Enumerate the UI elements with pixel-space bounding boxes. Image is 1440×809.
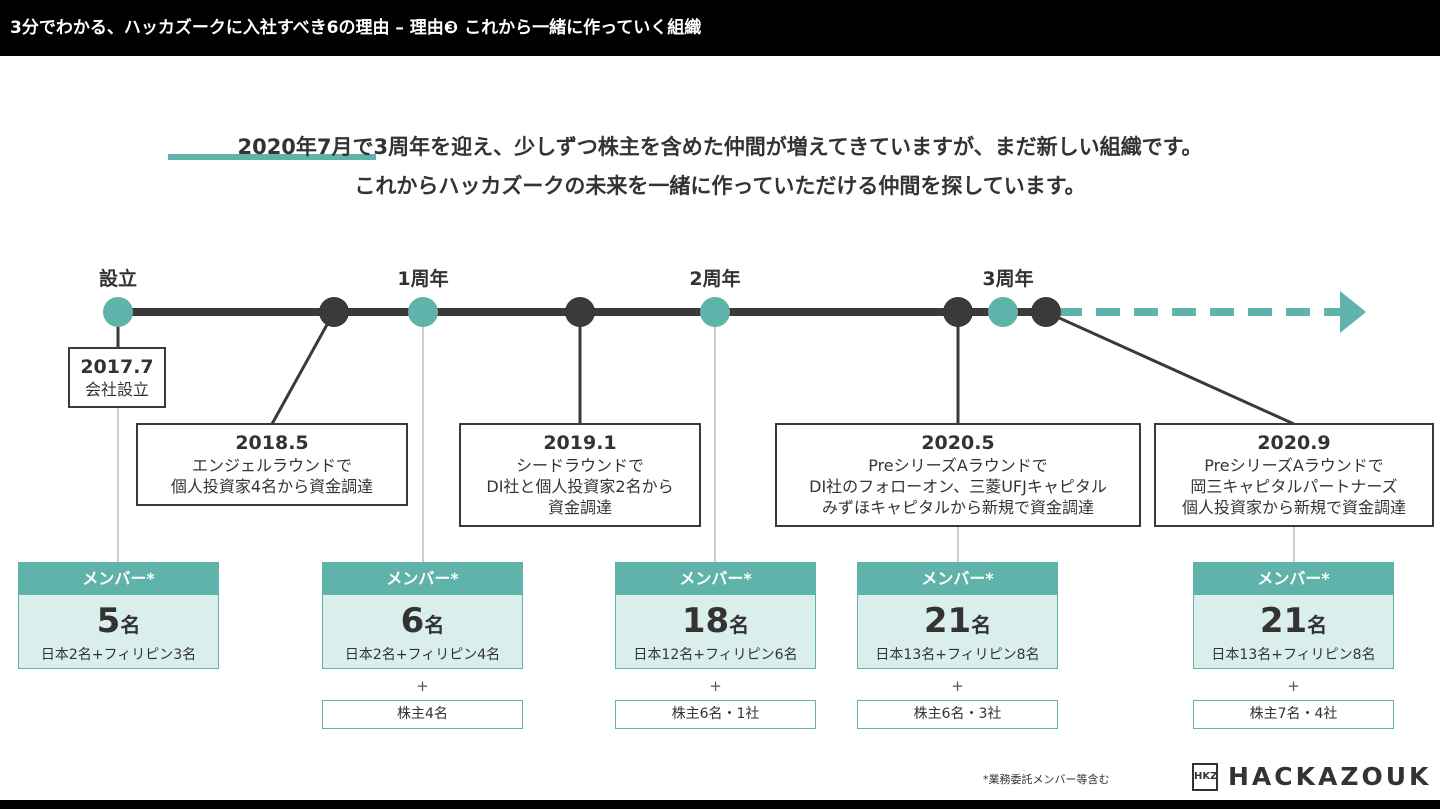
event-date: 2020.9: [1257, 432, 1331, 454]
member-card-2020-9: メンバー* 21名 日本13名+フィリピン8名: [1193, 562, 1394, 669]
member-card-label: メンバー*: [1193, 562, 1394, 595]
event-desc: エンジェルラウンドで: [191, 456, 352, 475]
node-year3: [988, 297, 1018, 327]
member-card-2020-5: メンバー* 21名 日本13名+フィリピン8名: [857, 562, 1058, 669]
event-date: 2017.7: [80, 356, 154, 378]
member-count: 5: [96, 601, 121, 641]
headline-highlight: 2020年7月で3周年: [237, 135, 431, 159]
member-detail: 日本12名+フィリピン6名: [633, 647, 798, 663]
event-desc: DI社と個人投資家2名から: [486, 477, 674, 496]
event-2020-9: 2020.9 PreシリーズAラウンドで 岡三キャピタルパートナーズ 個人投資家…: [1154, 423, 1434, 527]
member-count: 21: [1259, 601, 1308, 641]
member-unit: 名: [120, 613, 141, 637]
node-year1: [408, 297, 438, 327]
member-card-label: メンバー*: [322, 562, 523, 595]
member-detail: 日本13名+フィリピン8名: [1211, 647, 1376, 663]
member-count: 21: [923, 601, 972, 641]
milestone-year3: 3周年: [982, 268, 1034, 290]
event-desc: 資金調達: [547, 498, 612, 517]
headline-rest: を迎え、少しずつ株主を含めた仲間が増えてきていますが、まだ新しい組織です。: [430, 135, 1203, 159]
headline-line-2: これからハッカズークの未来を一緒に作っていただける仲間を探しています。: [354, 174, 1086, 198]
event-date: 2019.1: [543, 432, 617, 454]
member-unit: 名: [424, 613, 445, 637]
member-card-label: メンバー*: [615, 562, 816, 595]
connector-2020-9: [1045, 310, 1295, 426]
logo-mark-icon: HKZ: [1192, 763, 1218, 791]
shareholders-box: 株主4名: [322, 700, 523, 729]
shareholders-box: 株主6名・1社: [615, 700, 816, 729]
event-desc: みずほキャピタルから新規で資金調達: [821, 498, 1094, 517]
node-founding: [103, 297, 133, 327]
member-count: 18: [681, 601, 730, 641]
node-2020-9: [1031, 297, 1061, 327]
member-card-year2: メンバー* 18名 日本12名+フィリピン6名: [615, 562, 816, 669]
plus-sign: +: [951, 677, 964, 695]
event-2020-5: 2020.5 PreシリーズAラウンドで DI社のフォローオン、三菱UFJキャピ…: [775, 423, 1141, 527]
headline-highlight-underline: [168, 154, 376, 160]
node-year2: [700, 297, 730, 327]
milestone-year1: 1周年: [397, 268, 449, 290]
milestone-year2: 2周年: [689, 268, 741, 290]
plus-sign: +: [1287, 677, 1300, 695]
headline-line-1: 2020年7月で3周年を迎え、少しずつ株主を含めた仲間が増えてきていますが、まだ…: [0, 131, 1440, 161]
member-unit: 名: [729, 613, 750, 637]
member-unit: 名: [971, 613, 992, 637]
node-2019-1: [565, 297, 595, 327]
event-desc: PreシリーズAラウンドで: [1204, 456, 1384, 475]
member-detail: 日本2名+フィリピン4名: [344, 647, 501, 663]
event-date: 2020.5: [921, 432, 995, 454]
shareholders-box: 株主6名・3社: [857, 700, 1058, 729]
event-desc: 個人投資家4名から資金調達: [170, 477, 374, 496]
event-2018-5: 2018.5 エンジェルラウンドで 個人投資家4名から資金調達: [136, 423, 408, 506]
footnote: *業務委託メンバー等含む: [983, 773, 1110, 786]
member-unit: 名: [1307, 613, 1328, 637]
shareholders-box: 株主7名・4社: [1193, 700, 1394, 729]
member-detail: 日本2名+フィリピン3名: [40, 647, 197, 663]
member-card-year1: メンバー* 6名 日本2名+フィリピン4名: [322, 562, 523, 669]
header-bar: 3分でわかる、ハッカズークに入社すべき6の理由 – 理由❸ これから一緒に作って…: [0, 0, 1440, 56]
event-desc: 岡三キャピタルパートナーズ: [1190, 477, 1398, 496]
connector-2018: [270, 311, 336, 425]
event-desc: 個人投資家から新規で資金調達: [1181, 498, 1406, 517]
event-date: 2018.5: [235, 432, 309, 454]
logo-text: HACKAZOUK: [1228, 762, 1432, 791]
node-2018-5: [319, 297, 349, 327]
milestone-founding: 設立: [98, 268, 138, 290]
event-2017-7: 2017.7 会社設立: [68, 347, 166, 408]
member-card-label: メンバー*: [857, 562, 1058, 595]
page-title: 3分でわかる、ハッカズークに入社すべき6の理由 – 理由❸ これから一緒に作って…: [10, 18, 702, 38]
member-detail: 日本13名+フィリピン8名: [875, 647, 1040, 663]
member-card-2017: メンバー* 5名 日本2名+フィリピン3名: [18, 562, 219, 669]
event-desc: PreシリーズAラウンドで: [868, 456, 1048, 475]
plus-sign: +: [416, 677, 429, 695]
timeline-arrowhead: [1340, 291, 1366, 333]
event-2019-1: 2019.1 シードラウンドで DI社と個人投資家2名から 資金調達: [459, 423, 701, 527]
member-card-label: メンバー*: [18, 562, 219, 595]
member-count: 6: [400, 601, 425, 641]
event-desc: DI社のフォローオン、三菱UFJキャピタル: [809, 477, 1107, 496]
event-desc: 会社設立: [84, 380, 149, 399]
plus-sign: +: [709, 677, 722, 695]
event-desc: シードラウンドで: [515, 456, 644, 475]
node-2020-5: [943, 297, 973, 327]
footer-bar: [0, 800, 1440, 809]
